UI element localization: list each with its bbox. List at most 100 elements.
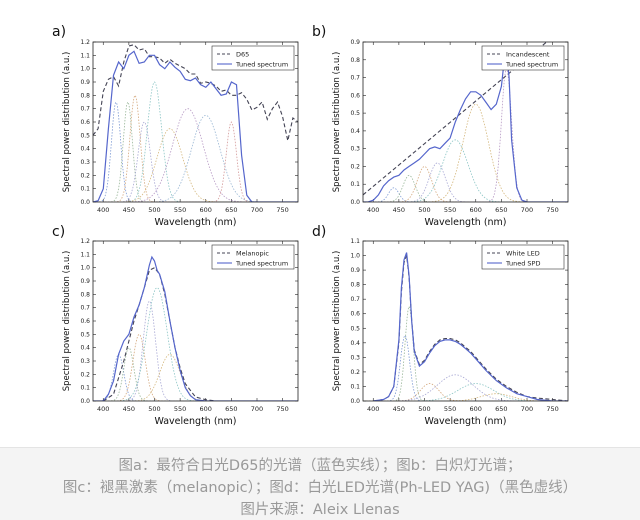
x-tick-label: 750 (276, 206, 288, 214)
legend-entry: Melanopic (236, 250, 269, 258)
y-tick-label: 0.6 (350, 311, 360, 318)
x-tick-label: 550 (174, 405, 186, 413)
component-curve (93, 121, 298, 202)
component-curve (93, 287, 298, 401)
panel-2: b) Spectral power distribution (a.u.) Wave… (312, 24, 569, 228)
component-curve (93, 333, 298, 401)
panel-label: b) (312, 24, 326, 40)
y-tick-label: 0.2 (350, 163, 360, 170)
x-tick-label: 750 (546, 206, 558, 214)
y-tick-label: 0.4 (80, 146, 90, 153)
component-curve (363, 103, 568, 202)
x-tick-label: 700 (251, 206, 263, 214)
legend-box (481, 244, 565, 270)
component-curve (93, 114, 298, 202)
component-curve (93, 300, 298, 401)
y-tick-label: 1.1 (350, 238, 360, 245)
y-tick-label: 0.2 (80, 371, 90, 378)
component-curve (93, 81, 298, 202)
y-tick-label: 0.8 (350, 57, 360, 64)
legend-entry: Tuned spectrum (505, 61, 558, 69)
legend-entry: Tuned spectrum (235, 260, 288, 268)
y-tick-label: 0.6 (80, 119, 90, 126)
y-tick-label: 1.2 (80, 238, 90, 245)
series-line-2 (93, 255, 298, 401)
series-line-2 (93, 50, 298, 202)
component-curve (93, 347, 298, 401)
x-axis-label: Wavelength (nm) (154, 217, 236, 228)
x-tick-label: 550 (444, 405, 456, 413)
y-axis-label: Spectral power distribution (a.u.) (332, 52, 342, 193)
legend: Melanopic Tuned spectrum (211, 244, 295, 270)
figure: a) Spectral power distribution (a.u.) Wave… (52, 24, 569, 427)
y-tick-label: 0.1 (80, 186, 90, 193)
y-tick-label: 0.9 (350, 39, 360, 46)
legend-box (211, 244, 295, 270)
x-tick-label: 450 (123, 206, 135, 214)
legend-box (211, 45, 295, 71)
y-tick-label: 1.0 (80, 265, 90, 272)
y-tick-label: 0.2 (350, 369, 360, 376)
y-tick-label: 1.0 (80, 66, 90, 73)
x-tick-label: 550 (444, 206, 456, 214)
y-tick-label: 0.1 (350, 181, 360, 188)
x-tick-label: 750 (276, 405, 288, 413)
y-tick-label: 0.3 (350, 354, 360, 361)
panel-label: c) (52, 224, 65, 240)
legend-entry: Incandescent (506, 51, 550, 59)
y-axis-label: Spectral power distribution (a.u.) (332, 251, 342, 392)
caption-line-1: 图a：最符合日光D65的光谱（蓝色实线）；图b：白炽灯光谱； (118, 458, 522, 474)
plot-area (363, 252, 568, 401)
y-tick-label: 0.6 (350, 92, 360, 99)
x-tick-label: 600 (200, 206, 212, 214)
panel-label: a) (52, 24, 66, 40)
y-tick-label: 0.4 (350, 340, 360, 347)
plot-frame (362, 41, 569, 203)
x-tick-label: 700 (521, 206, 533, 214)
y-tick-label: 1.1 (80, 251, 90, 258)
plot-frame (92, 240, 299, 402)
y-tick-label: 0.4 (350, 128, 360, 135)
component-curve (93, 94, 298, 202)
panel-3: c) Spectral power distribution (a.u.) Wave… (52, 224, 299, 427)
x-tick-label: 550 (174, 206, 186, 214)
plot-frame (92, 41, 299, 203)
caption-line-3: 图片来源：Aleix Llenas (240, 502, 400, 518)
series-line-1 (93, 44, 298, 141)
x-tick-label: 500 (418, 405, 430, 413)
component-curve (93, 353, 298, 401)
x-tick-label: 400 (367, 405, 379, 413)
component-curve (93, 101, 298, 202)
y-tick-label: 0.1 (350, 383, 360, 390)
x-tick-label: 500 (148, 405, 160, 413)
x-tick-label: 650 (225, 206, 237, 214)
y-axis-label: Spectral power distribution (a.u.) (62, 251, 72, 392)
legend-entry: D65 (236, 51, 249, 59)
plot-frame (362, 240, 569, 402)
y-tick-label: 0.0 (80, 199, 90, 206)
x-tick-label: 400 (97, 405, 109, 413)
y-tick-label: 0.4 (80, 345, 90, 352)
y-tick-label: 0.5 (350, 110, 360, 117)
series-line-1 (373, 255, 568, 401)
legend: D65 Tuned spectrum (211, 45, 295, 71)
y-tick-label: 0.7 (350, 296, 360, 303)
panel-1: a) Spectral power distribution (a.u.) Wave… (52, 24, 299, 228)
y-tick-label: 0.7 (350, 75, 360, 82)
y-tick-label: 0.9 (80, 278, 90, 285)
component-curve (93, 102, 298, 202)
x-tick-label: 500 (418, 206, 430, 214)
x-tick-label: 600 (200, 405, 212, 413)
legend-entry: White LED (506, 250, 540, 258)
caption-line-2: 图c：褪黑激素（melanopic）；图d：白光LED光谱(Ph-LED YAG… (62, 480, 578, 496)
series-line-1 (102, 267, 232, 401)
plot-area (93, 255, 298, 401)
x-tick-label: 450 (123, 405, 135, 413)
chart-figure: a) Spectral power distribution (a.u.) Wave… (52, 24, 569, 427)
component-curve (363, 139, 568, 202)
component-curve (363, 187, 568, 202)
x-tick-label: 600 (470, 405, 482, 413)
y-tick-label: 0.7 (80, 106, 90, 113)
y-tick-label: 0.0 (350, 199, 360, 206)
component-curve (363, 165, 568, 202)
